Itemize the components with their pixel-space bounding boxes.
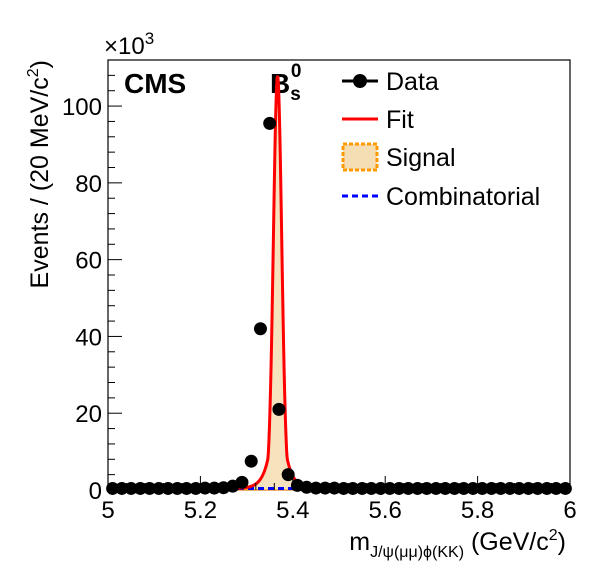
data-point <box>318 481 332 495</box>
x-axis-title: mJ/ψ(μμ)ϕ(KK) (GeV/c2) <box>349 527 566 561</box>
data-point <box>484 481 498 495</box>
x-tick-labels: 5 5.2 5.4 5.6 5.8 6 <box>101 497 576 524</box>
data-point <box>466 481 480 495</box>
y-tick-label: 80 <box>75 171 102 198</box>
data-points <box>106 116 572 495</box>
data-point <box>383 481 397 495</box>
y-tick-label: 60 <box>75 248 102 275</box>
legend-label-signal: Signal <box>386 144 456 172</box>
legend-label-data: Data <box>386 68 439 96</box>
axis-multiplier: ×103 <box>104 29 154 60</box>
data-point <box>355 481 369 495</box>
data-point <box>503 481 517 495</box>
experiment-label: CMS <box>124 68 186 99</box>
data-point <box>420 481 434 495</box>
data-point <box>531 481 545 495</box>
x-tick-label: 5.6 <box>369 497 402 524</box>
data-point <box>189 481 203 495</box>
data-point <box>374 481 388 495</box>
data-point <box>124 481 138 495</box>
data-point <box>392 481 406 495</box>
data-point <box>438 481 452 495</box>
y-tick-label: 20 <box>75 401 102 428</box>
legend-item-fit: Fit <box>342 106 414 134</box>
data-point <box>494 481 508 495</box>
data-point <box>152 481 166 495</box>
data-point <box>309 481 323 495</box>
data-point <box>263 116 277 130</box>
y-tick-label: 40 <box>75 324 102 351</box>
x-tick-label: 5 <box>101 497 114 524</box>
legend-item-signal: Signal <box>341 142 456 172</box>
data-point <box>272 402 286 416</box>
x-tick-label: 6 <box>563 497 576 524</box>
y-axis-ticks <box>108 59 122 491</box>
data-point <box>106 481 120 495</box>
data-point <box>448 481 461 495</box>
legend-label-fit: Fit <box>386 106 414 134</box>
y-tick-labels: 0 20 40 60 80 100 <box>62 94 102 505</box>
data-point <box>364 481 378 495</box>
data-point <box>327 481 341 495</box>
data-point <box>411 481 425 495</box>
data-point <box>549 481 563 495</box>
fit-curve <box>108 75 570 490</box>
legend: Data Fit Signal Combinatorial <box>341 68 540 211</box>
data-point <box>253 322 267 336</box>
plot-frame <box>107 59 571 491</box>
y-axis-title: Events / (20 MeV/c2) <box>25 60 54 288</box>
legend-label-combinatorial: Combinatorial <box>386 183 540 211</box>
data-point <box>281 468 295 482</box>
data-point <box>540 481 554 495</box>
data-point <box>457 481 471 495</box>
signal-area <box>185 78 370 491</box>
data-point <box>512 481 526 495</box>
data-point <box>198 481 212 495</box>
data-point <box>180 481 194 495</box>
data-point <box>143 481 157 495</box>
data-point <box>558 481 572 495</box>
data-point <box>475 481 489 495</box>
data-point <box>207 481 221 495</box>
x-tick-label: 5.8 <box>461 497 494 524</box>
data-point <box>429 481 443 495</box>
data-point <box>170 481 184 495</box>
data-point <box>521 481 535 495</box>
data-point <box>115 481 129 495</box>
legend-item-combinatorial: Combinatorial <box>342 183 540 211</box>
y-tick-label: 0 <box>89 478 102 505</box>
x-tick-label: 5.4 <box>276 497 309 524</box>
data-point <box>401 481 415 495</box>
data-point <box>346 481 360 495</box>
data-point <box>161 481 175 495</box>
legend-item-data: Data <box>342 68 439 96</box>
data-point <box>244 454 258 468</box>
y-tick-label: 100 <box>62 94 102 121</box>
x-tick-label: 5.2 <box>184 497 217 524</box>
data-point <box>133 481 147 495</box>
data-point <box>235 475 249 489</box>
data-point <box>337 481 351 495</box>
